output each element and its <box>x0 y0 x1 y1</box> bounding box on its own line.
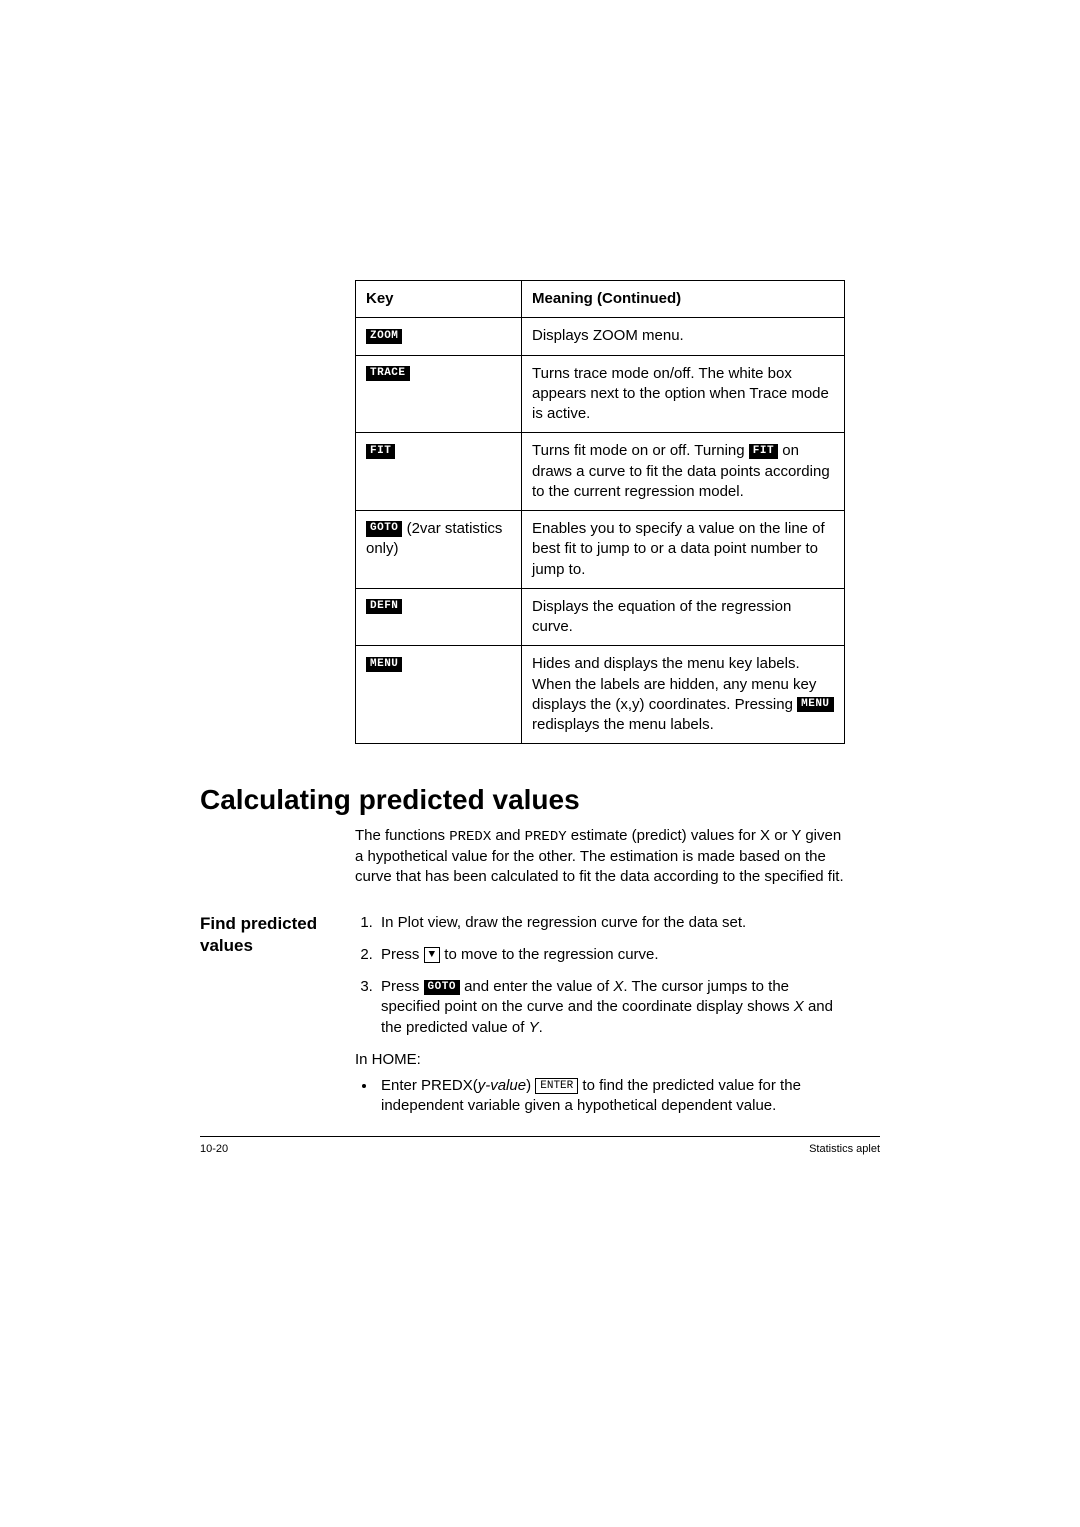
side-label-line2: values <box>200 936 253 955</box>
intro-text-pre: The functions <box>355 827 449 844</box>
bullet-close: ) <box>526 1077 535 1094</box>
home-bullets: Enter PREDX(y-value) ENTER to find the p… <box>355 1076 845 1117</box>
step-1-text: In Plot view, draw the regression curve … <box>381 914 746 931</box>
step-3-x2: X <box>794 998 804 1015</box>
meaning-text: Displays the equation of the regression … <box>532 598 791 635</box>
table-row: GOTO (2var statistics only)Enables you t… <box>356 511 845 589</box>
table-row: MENUHides and displays the menu key labe… <box>356 646 845 744</box>
table-row: TRACE Turns trace mode on/off. The white … <box>356 355 845 433</box>
table-cell-key: DEFN <box>356 588 522 646</box>
step-3-x: X <box>613 978 623 995</box>
step-3-dot: . <box>539 1019 543 1036</box>
enter-key-icon: ENTER <box>535 1078 578 1094</box>
defn-chip-icon: DEFN <box>366 599 402 614</box>
table-cell-meaning: Hides and displays the menu key labels. … <box>522 646 845 744</box>
menu-chip-icon: MENU <box>366 657 402 672</box>
fit-chip-icon: FIT <box>366 444 395 459</box>
meaning-text: Enables you to specify a value on the li… <box>532 520 825 578</box>
table-row: FITTurns fit mode on or off. Turning FIT… <box>356 433 845 511</box>
table-cell-meaning: Turns trace mode on/off. The white box a… <box>522 355 845 433</box>
table-cell-meaning: Turns fit mode on or off. Turning FIT on… <box>522 433 845 511</box>
goto-chip-icon: GOTO <box>424 980 460 995</box>
menu-chip-icon: MENU <box>797 697 833 712</box>
content-column: In Plot view, draw the regression curve … <box>355 913 845 1127</box>
section-heading: Calculating predicted values <box>200 784 880 816</box>
home-bullet-1: Enter PREDX(y-value) ENTER to find the p… <box>377 1076 845 1117</box>
table-cell-meaning: Enables you to specify a value on the li… <box>522 511 845 589</box>
step-2-pre: Press <box>381 946 424 963</box>
bullet-fn: PREDX <box>421 1077 473 1094</box>
home-label: In HOME: <box>355 1050 845 1070</box>
find-predicted-section: Find predicted values In Plot view, draw… <box>200 913 880 1127</box>
step-2: Press ▼ to move to the regression curve. <box>377 945 845 965</box>
table-cell-key: MENU <box>356 646 522 744</box>
intro-text-mid: and <box>491 827 524 844</box>
step-3: Press GOTO and enter the value of X. The… <box>377 977 845 1038</box>
meaning-text: Turns fit mode on or off. Turning <box>532 442 749 459</box>
goto-chip-icon: GOTO <box>366 521 402 536</box>
key-meaning-table: Key Meaning (Continued) ZOOM Displays ZOO… <box>355 280 845 744</box>
side-label: Find predicted values <box>200 913 355 1127</box>
meaning-text: Turns trace mode on/off. The white box a… <box>532 365 829 423</box>
table-header-key: Key <box>356 281 522 318</box>
meaning-text: Displays ZOOM menu. <box>532 327 684 344</box>
intro-fn-predy: PREDY <box>525 829 567 845</box>
table-row: DEFN Displays the equation of the regress… <box>356 588 845 646</box>
step-1: In Plot view, draw the regression curve … <box>377 913 845 933</box>
table-row: ZOOM Displays ZOOM menu. <box>356 318 845 355</box>
table-header-meaning: Meaning (Continued) <box>522 281 845 318</box>
fit-chip-icon: FIT <box>749 444 778 459</box>
page: Key Meaning (Continued) ZOOM Displays ZOO… <box>0 0 1080 1527</box>
bullet-pre: Enter <box>381 1077 421 1094</box>
footer-chapter: Statistics aplet <box>809 1143 880 1155</box>
trace-chip-icon: TRACE <box>366 366 410 381</box>
footer-rule <box>200 1136 880 1137</box>
side-label-line1: Find predicted <box>200 914 317 933</box>
table-cell-meaning: Displays ZOOM menu. <box>522 318 845 355</box>
table-cell-key: TRACE <box>356 355 522 433</box>
table-cell-key: FIT <box>356 433 522 511</box>
step-2-post: to move to the regression curve. <box>440 946 658 963</box>
table-cell-key: GOTO (2var statistics only) <box>356 511 522 589</box>
meaning-text: Hides and displays the menu key labels. … <box>532 655 816 713</box>
step-3-mid: and enter the value of <box>460 978 613 995</box>
down-arrow-key-icon: ▼ <box>424 947 441 963</box>
zoom-chip-icon: ZOOM <box>366 329 402 344</box>
table-cell-key: ZOOM <box>356 318 522 355</box>
table-cell-meaning: Displays the equation of the regression … <box>522 588 845 646</box>
intro-fn-predx: PREDX <box>449 829 491 845</box>
step-3-y: Y <box>529 1019 539 1036</box>
steps-list: In Plot view, draw the regression curve … <box>355 913 845 1038</box>
footer-page-number: 10-20 <box>200 1143 228 1155</box>
bullet-arg: y-value <box>478 1077 526 1094</box>
meaning-text-post: redisplays the menu labels. <box>532 716 714 733</box>
step-3-pre: Press <box>381 978 424 995</box>
intro-paragraph: The functions PREDX and PREDY estimate (… <box>355 826 845 887</box>
